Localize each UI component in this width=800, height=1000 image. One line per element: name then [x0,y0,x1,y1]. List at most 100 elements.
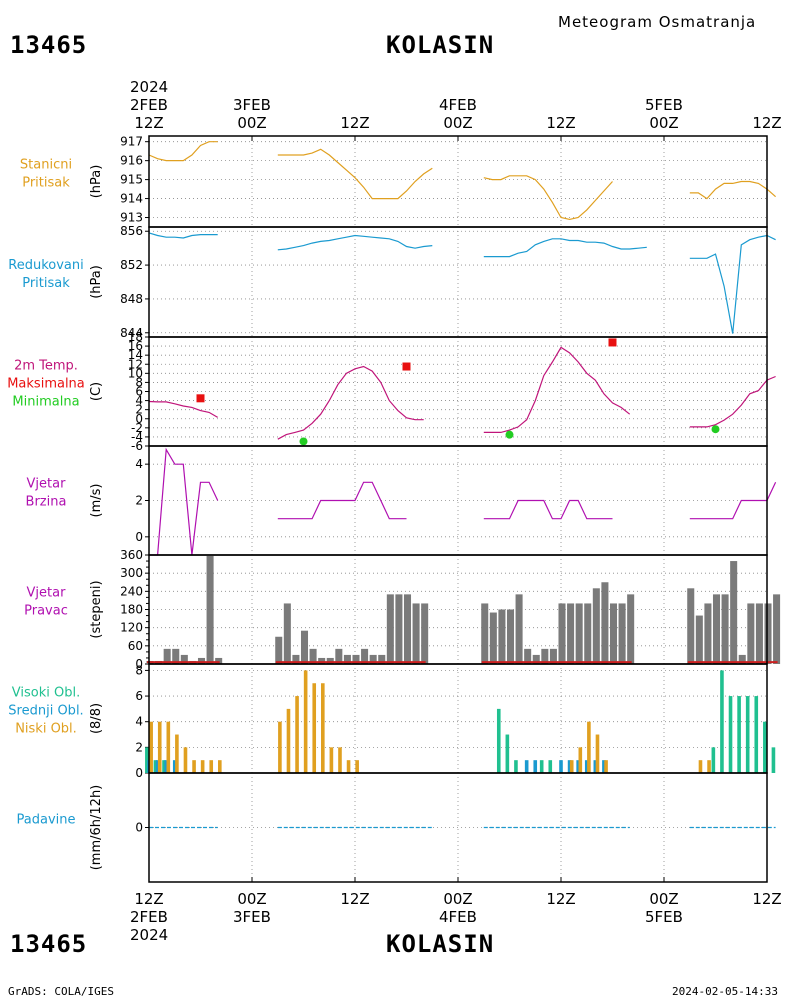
cloud-high-bar [153,760,158,773]
winddir-bar [361,648,369,664]
x-date-label: 5FEB [645,908,683,926]
y-tick-label: 16 [128,339,143,353]
series-line-temperature [277,365,424,440]
winddir-bar [489,612,497,664]
winddir-bar [481,603,489,664]
winddir-bar [215,657,223,664]
x-tick-label: 00Z [237,114,266,132]
y-tick-label: 916 [120,154,143,168]
winddir-bar [747,603,755,664]
cloud-low-bar [295,696,299,773]
panel-unit: (8/8) [89,703,104,734]
series-line-reduced_pressure [689,234,776,334]
cloud-low-bar [569,760,574,773]
station-id-bottom: 13465 [10,930,88,958]
y-tick-label: 2 [135,494,143,508]
series-line-wind_speed [483,499,613,520]
x-tick-label: 12Z [546,890,575,908]
winddir-bar [618,603,626,664]
y-tick-label: 0 [135,766,143,780]
winddir-bar [764,603,772,664]
panel-unit: (stepeni) [89,580,104,638]
panel-frame [148,135,768,228]
winddir-bar [721,594,729,664]
x-tick-label: 00Z [237,890,266,908]
series-line-wind_speed [689,482,777,520]
y-tick-label: 0 [135,412,143,426]
winddir-bar [627,594,635,664]
cloud-high-bar [711,747,716,773]
panel-label: 2m Temp. [14,359,78,374]
cloud-low-bar [346,760,351,773]
winddir-bar [206,555,214,664]
cloud-low-bar [286,708,291,773]
x-tick-label: 12Z [134,114,163,132]
series-line-temperature [689,375,776,428]
x-tick-label: 00Z [649,114,678,132]
x-date-label: 3FEB [233,908,271,926]
panel-label: Pravac [24,604,68,619]
series-line-reduced_pressure [148,232,218,239]
winddir-bar [506,609,515,664]
winddir-bar [335,648,343,664]
x-date-label: 5FEB [645,96,683,114]
winddir-bar [575,603,583,664]
winddir-bar [738,654,746,664]
cloud-low-bar [183,747,188,773]
panel-label: Minimalna [12,395,79,410]
x-tick-label: 12Z [546,114,575,132]
cloud-low-bar [157,721,162,773]
cloud-low-bar [312,683,317,773]
x-tick-label: 12Z [340,114,369,132]
tmax-marker [196,394,205,403]
cloud-low-bar [355,760,359,773]
y-tick-label: 856 [120,224,143,238]
winddir-bar [549,648,557,664]
winddir-bar [609,603,618,664]
cloud-mid-bar [559,760,563,773]
winddir-bar [403,594,412,664]
winddir-bar [412,603,420,664]
cloud-high-bar [539,760,544,773]
series-line-reduced_pressure [483,238,647,258]
x-date-label: 4FEB [439,96,477,114]
cloud-mid-bar [593,760,598,773]
footer-credit: GrADS: COLA/IGES [8,985,114,998]
cloud-high-bar [496,708,501,773]
y-tick-label: 2 [135,403,143,417]
cloud-low-bar [604,760,608,773]
series-line-wind_speed [149,447,219,556]
winddir-bar [712,594,721,664]
winddir-bar [180,654,188,664]
y-tick-label: 0 [135,657,143,671]
winddir-bar [343,654,351,664]
cloud-high-bar [514,760,518,773]
cloud-mid-bar [584,760,589,773]
cloud-high-bar [754,696,759,773]
winddir-bar [326,657,334,664]
cloud-mid-bar [524,760,529,773]
cloud-high-bar [145,747,149,773]
cloud-high-bar [763,721,767,773]
cloud-low-bar [149,721,153,773]
winddir-bar [592,588,600,664]
x-date-label: 4FEB [439,908,477,926]
y-tick-label: -4 [131,430,143,444]
panel-label: Brzina [26,495,67,510]
winddir-bar [773,594,781,664]
station-id-top: 13465 [10,31,88,59]
y-tick-label: 8 [135,663,143,677]
x-tick-label: 00Z [443,890,472,908]
y-tick-label: 848 [120,292,143,306]
x-tick-label: 12Z [134,890,163,908]
winddir-bar [687,588,695,664]
winddir-bar [558,603,566,664]
series-line-temperature [148,400,219,418]
cloud-low-bar [321,683,325,773]
cloud-mid-bar [164,760,168,773]
y-tick-label: 18 [128,330,143,344]
